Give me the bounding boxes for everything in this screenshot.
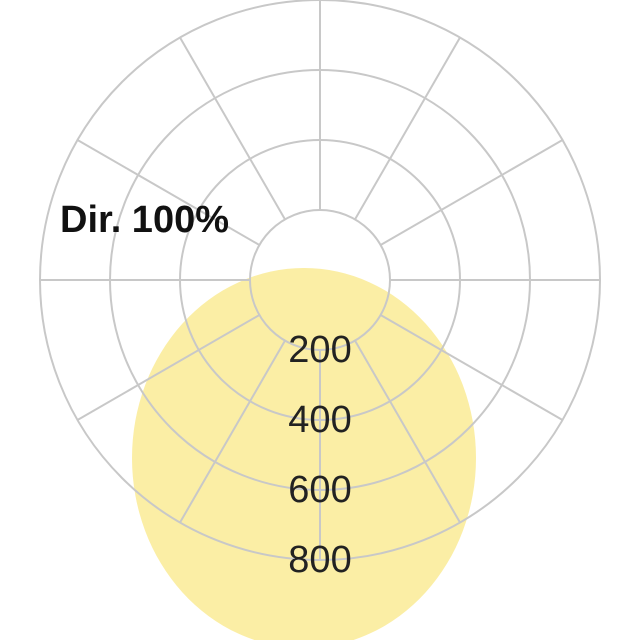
radial-tick-label: 800 [288,539,351,581]
direct-percentage-label: Dir. 100% [60,199,229,241]
radial-tick-label: 400 [288,399,351,441]
radial-tick-label: 200 [288,329,351,371]
radial-tick-label: 600 [288,469,351,511]
polar-light-distribution-chart: 200 400 600 800 Dir. 100% [0,0,640,640]
light-distribution-lobe [132,268,476,640]
